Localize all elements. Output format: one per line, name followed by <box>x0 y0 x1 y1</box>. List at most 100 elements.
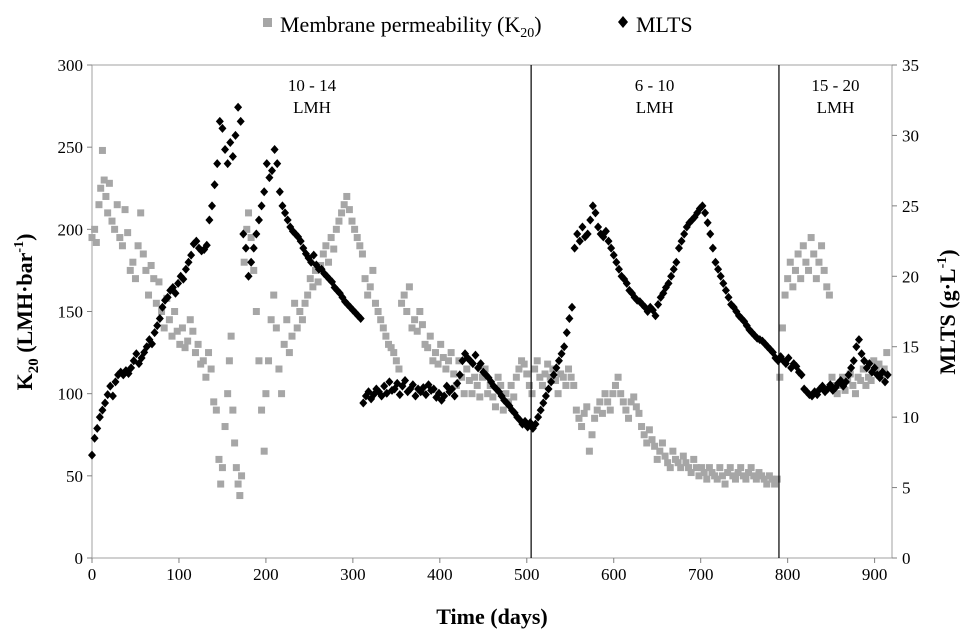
permeability-point <box>104 209 112 217</box>
permeability-point <box>147 261 155 269</box>
mlts-point <box>380 381 389 391</box>
mlts-point <box>411 391 420 401</box>
permeability-point <box>181 344 189 352</box>
mlts-point <box>701 208 710 218</box>
permeability-point <box>664 459 672 467</box>
permeability-point <box>330 245 338 253</box>
mlts-point <box>270 145 279 155</box>
permeability-point <box>651 442 659 450</box>
permeability-point <box>703 475 711 483</box>
permeability-point <box>731 475 739 483</box>
mlts-point <box>90 433 99 443</box>
permeability-point <box>481 365 489 373</box>
y-right-tick-label: 5 <box>902 479 911 498</box>
permeability-point <box>210 398 218 406</box>
permeability-point <box>789 283 797 291</box>
permeability-point <box>306 275 314 283</box>
mlts-point <box>677 236 686 246</box>
permeability-point <box>567 373 575 381</box>
permeability-point <box>833 390 841 398</box>
permeability-point <box>280 340 288 348</box>
permeability-point <box>129 258 137 266</box>
permeability-point <box>358 250 366 258</box>
permeability-point <box>202 373 210 381</box>
permeability-point <box>705 464 713 472</box>
permeability-point <box>867 377 875 385</box>
y-left-tick-label: 200 <box>58 220 84 239</box>
permeability-point <box>685 464 693 472</box>
mlts-point <box>88 450 96 460</box>
mlts-point <box>601 226 610 236</box>
permeability-point <box>240 258 248 266</box>
permeability-point <box>476 393 484 401</box>
mlts-point <box>408 380 417 390</box>
permeability-point <box>578 423 586 431</box>
x-tick-label: 200 <box>253 565 279 584</box>
permeability-point <box>805 266 813 274</box>
mlts-point <box>101 398 110 408</box>
mlts-point <box>106 381 115 391</box>
mlts-point <box>453 378 462 388</box>
permeability-point <box>348 217 356 225</box>
y-left-tick-label: 50 <box>66 467 83 486</box>
permeability-point <box>345 206 353 214</box>
permeability-point <box>502 390 510 398</box>
mlts-point <box>241 243 250 253</box>
permeability-point <box>606 406 614 414</box>
permeability-point <box>234 480 242 488</box>
permeability-point <box>815 258 823 266</box>
mlts-point <box>153 321 162 331</box>
mlts-point <box>547 377 556 387</box>
permeability-point <box>851 390 859 398</box>
permeability-point <box>617 390 625 398</box>
permeability-point <box>812 275 820 283</box>
permeability-point <box>100 176 108 184</box>
mlts-point <box>560 342 569 352</box>
x-tick-label: 900 <box>862 565 888 584</box>
permeability-point <box>338 209 346 217</box>
permeability-point <box>231 439 239 447</box>
mlts-point <box>213 159 222 169</box>
mlts-point <box>721 285 730 295</box>
permeability-point <box>604 398 612 406</box>
x-tick-label: 300 <box>340 565 366 584</box>
permeability-point <box>656 447 664 455</box>
permeability-point <box>278 390 286 398</box>
permeability-point <box>497 381 505 389</box>
permeability-point <box>116 234 124 242</box>
y-axis-left-title: K20 (LMH·bar-1) <box>12 234 42 391</box>
mlts-point <box>570 243 579 253</box>
permeability-point <box>677 464 685 472</box>
mlts-point <box>187 250 196 260</box>
mlts-point <box>158 302 167 312</box>
permeability-point <box>186 316 194 324</box>
permeability-point <box>630 393 638 401</box>
permeability-point <box>343 192 351 200</box>
mlts-point <box>275 187 284 197</box>
mlts-point <box>202 240 211 250</box>
permeability-point <box>176 340 184 348</box>
permeability-point <box>598 409 606 417</box>
mlts-point <box>401 376 410 386</box>
permeability-point <box>371 299 379 307</box>
mlts-point <box>881 377 890 387</box>
mlts-point <box>356 314 365 324</box>
permeability-point <box>745 469 753 477</box>
period-flux-range: 10 - 14 <box>288 76 337 95</box>
permeability-point <box>165 316 173 324</box>
permeability-point <box>883 349 891 357</box>
x-tick-label: 700 <box>688 565 714 584</box>
permeability-point <box>217 480 225 488</box>
permeability-point <box>692 464 700 472</box>
permeability-point <box>760 475 768 483</box>
permeability-point <box>507 381 515 389</box>
mlts-point <box>93 423 102 433</box>
mlts-point <box>210 180 219 190</box>
permeability-point <box>562 381 570 389</box>
permeability-point <box>658 439 666 447</box>
permeability-point <box>250 266 258 274</box>
period-flux-unit: LMH <box>817 98 855 117</box>
permeability-point <box>152 299 160 307</box>
permeability-point <box>820 266 828 274</box>
permeability-point <box>379 324 387 332</box>
